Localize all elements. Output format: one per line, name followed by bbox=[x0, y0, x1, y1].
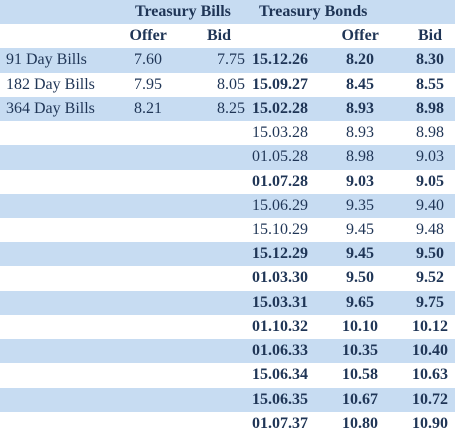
row-background bbox=[0, 193, 455, 218]
column-header: Bid bbox=[207, 27, 232, 45]
bond-offer: 10.67 bbox=[342, 390, 378, 408]
bond-date: 15.02.28 bbox=[252, 99, 308, 117]
bond-bid: 8.30 bbox=[416, 51, 444, 69]
bond-bid: 9.50 bbox=[416, 245, 444, 263]
row-background bbox=[0, 121, 455, 145]
bond-offer: 10.80 bbox=[342, 414, 378, 432]
bond-bid: 10.63 bbox=[412, 366, 448, 384]
column-header: Offer bbox=[129, 27, 167, 45]
bill-offer: 7.60 bbox=[134, 51, 162, 69]
bond-offer: 9.35 bbox=[346, 196, 374, 214]
bond-date: 01.06.33 bbox=[252, 342, 308, 360]
bond-date: 01.07.28 bbox=[252, 172, 308, 190]
bond-date: 15.03.28 bbox=[252, 124, 308, 142]
bill-offer: 7.95 bbox=[134, 75, 162, 93]
bond-offer: 8.20 bbox=[346, 51, 374, 69]
bond-offer: 9.65 bbox=[346, 293, 374, 311]
row-background bbox=[0, 170, 455, 194]
bond-bid: 9.03 bbox=[416, 148, 444, 166]
bond-bid: 8.55 bbox=[416, 75, 444, 93]
bill-offer: 8.21 bbox=[134, 99, 162, 117]
row-background bbox=[0, 387, 455, 412]
bond-date: 15.10.29 bbox=[252, 221, 308, 238]
bond-date: 01.07.37 bbox=[252, 414, 308, 432]
row-background bbox=[0, 96, 455, 122]
bond-date: 15.12.29 bbox=[252, 245, 308, 263]
bond-offer: 8.93 bbox=[346, 99, 374, 117]
row-background bbox=[0, 145, 455, 170]
bond-offer: 10.10 bbox=[342, 317, 378, 335]
section-title: Treasury Bonds bbox=[259, 3, 368, 20]
bond-bid: 8.98 bbox=[416, 124, 444, 142]
row-background bbox=[0, 363, 455, 387]
bond-offer: 10.58 bbox=[342, 366, 378, 384]
bond-date: 01.10.32 bbox=[252, 317, 308, 335]
bond-date: 15.06.35 bbox=[252, 390, 308, 408]
bond-offer: 10.35 bbox=[342, 342, 378, 360]
bond-bid: 9.75 bbox=[416, 293, 444, 311]
bond-date: 01.03.30 bbox=[252, 269, 308, 287]
bond-bid: 8.98 bbox=[416, 99, 444, 117]
bill-bid: 8.25 bbox=[217, 99, 245, 117]
bill-name: 182 Day Bills bbox=[6, 75, 95, 93]
row-background bbox=[0, 290, 455, 315]
bond-offer: 9.50 bbox=[346, 269, 374, 287]
section-title: Treasury Bills bbox=[135, 3, 231, 20]
bond-date: 01.05.28 bbox=[252, 148, 308, 166]
bond-bid: 10.12 bbox=[412, 317, 448, 335]
row-background bbox=[0, 242, 455, 267]
bond-offer: 8.98 bbox=[346, 148, 374, 166]
bill-bid: 8.05 bbox=[217, 75, 245, 93]
bond-offer: 9.45 bbox=[346, 245, 374, 263]
bond-date: 15.06.34 bbox=[252, 366, 308, 384]
row-background bbox=[0, 218, 455, 242]
bond-bid: 9.05 bbox=[416, 172, 444, 190]
bond-date: 15.03.31 bbox=[252, 293, 308, 311]
row-background bbox=[0, 0, 455, 25]
row-background bbox=[0, 412, 455, 436]
bond-bid: 10.40 bbox=[412, 342, 448, 360]
row-background bbox=[0, 48, 455, 73]
column-header: Bid bbox=[418, 27, 443, 45]
column-header: Offer bbox=[341, 27, 379, 45]
bill-name: 91 Day Bills bbox=[6, 51, 87, 69]
bill-name: 364 Day Bills bbox=[6, 99, 95, 117]
bond-bid: 9.40 bbox=[416, 196, 444, 214]
bond-offer: 8.93 bbox=[346, 124, 374, 142]
bond-offer: 9.03 bbox=[346, 172, 374, 190]
bond-offer: 8.45 bbox=[346, 75, 374, 93]
row-background bbox=[0, 315, 455, 339]
bond-bid: 9.48 bbox=[416, 221, 444, 238]
row-background bbox=[0, 339, 455, 364]
bond-date: 15.06.29 bbox=[252, 196, 308, 214]
bond-bid: 10.90 bbox=[412, 414, 448, 432]
bond-date: 15.12.26 bbox=[252, 51, 308, 69]
bond-date: 15.09.27 bbox=[252, 75, 308, 93]
row-background bbox=[0, 266, 455, 290]
bond-offer: 9.45 bbox=[346, 221, 374, 238]
bond-bid: 9.52 bbox=[416, 269, 444, 287]
bond-bid: 10.72 bbox=[412, 390, 448, 408]
bill-bid: 7.75 bbox=[217, 51, 245, 69]
